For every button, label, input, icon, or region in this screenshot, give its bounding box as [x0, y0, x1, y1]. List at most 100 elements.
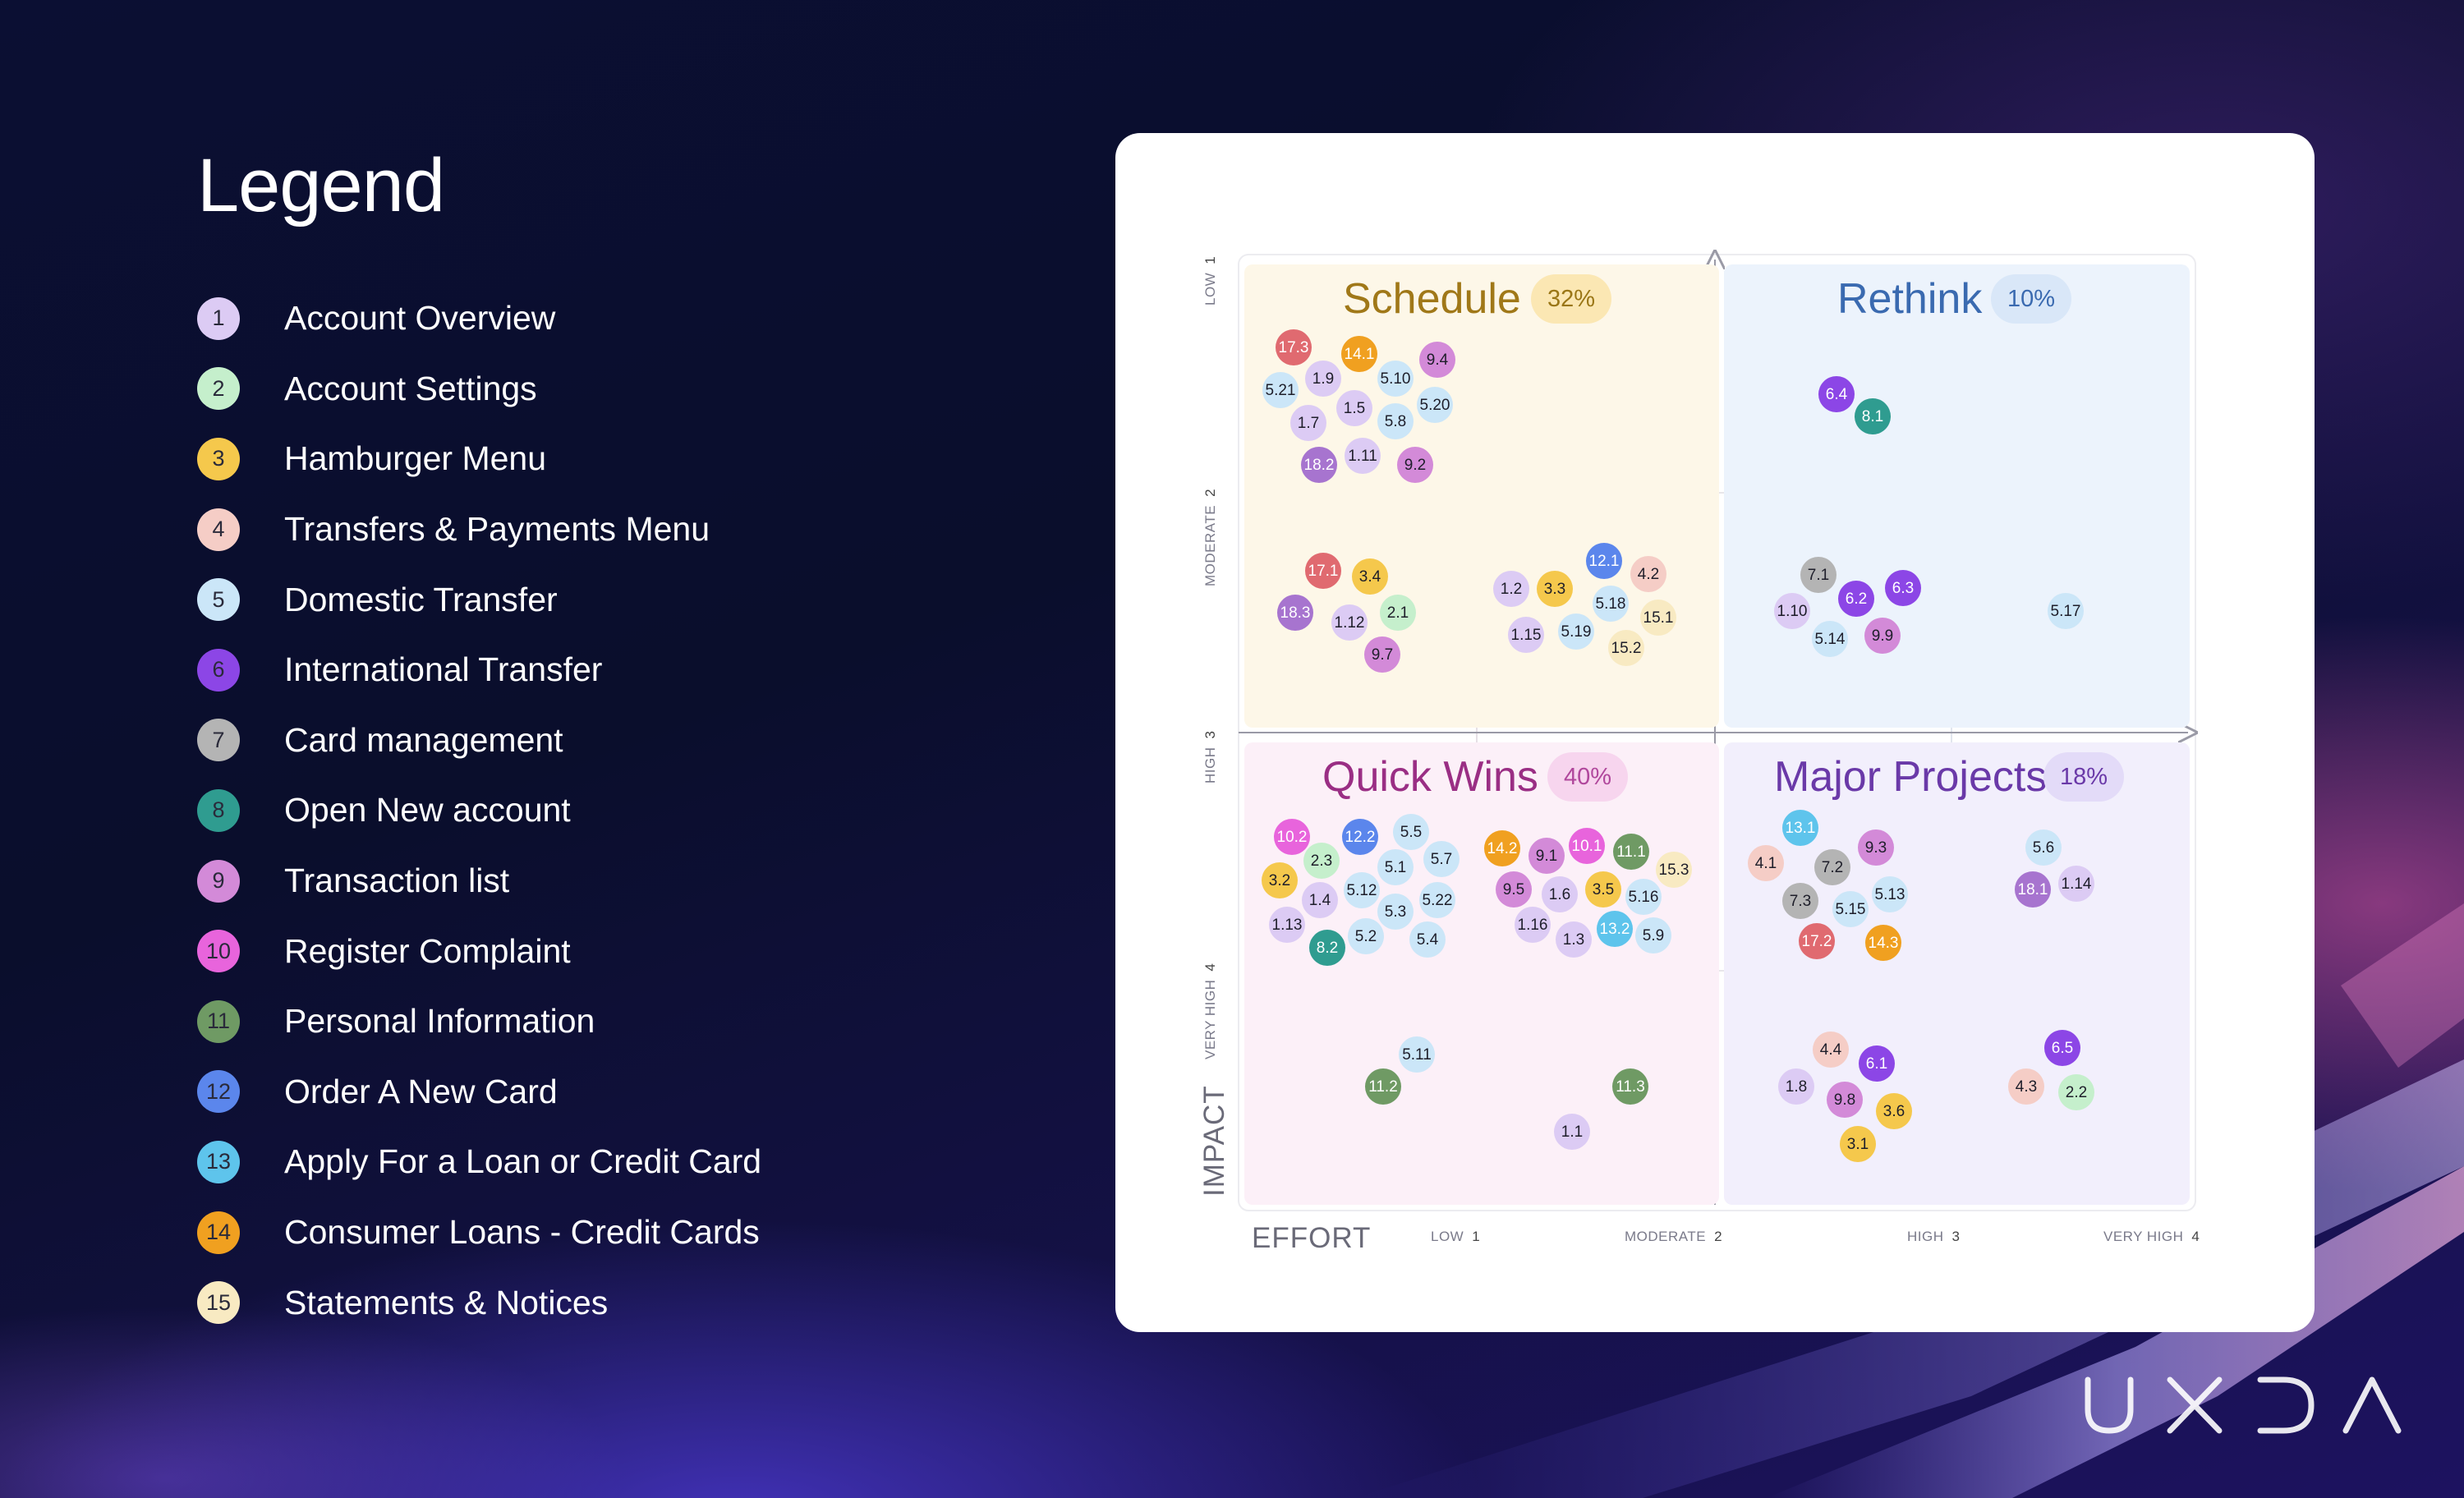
- matrix-item-bubble: 1.10: [1774, 593, 1810, 629]
- legend-label: Account Settings: [284, 369, 537, 407]
- matrix-item-bubble: 1.13: [1269, 907, 1305, 943]
- legend-item: 9 Transaction list: [197, 846, 761, 917]
- legend-label: Order A New Card: [284, 1072, 558, 1110]
- legend-item: 7 Card management: [197, 705, 761, 776]
- matrix-item-bubble: 5.16: [1625, 879, 1662, 915]
- matrix-item-bubble: 1.8: [1778, 1068, 1814, 1105]
- matrix-item-bubble: 1.3: [1556, 921, 1592, 958]
- matrix-item-bubble: 14.3: [1865, 925, 1901, 961]
- matrix-item-bubble: 13.2: [1597, 911, 1633, 947]
- matrix-item-bubble: 5.14: [1812, 621, 1848, 657]
- legend-item: 1 Account Overview: [197, 283, 761, 354]
- matrix-item-bubble: 17.1: [1305, 553, 1341, 589]
- matrix-item-bubble: 4.3: [2008, 1068, 2044, 1105]
- matrix-item-bubble: 5.5: [1393, 814, 1429, 850]
- matrix-item-bubble: 5.13: [1872, 876, 1908, 912]
- legend-number-badge: 9: [197, 859, 240, 903]
- matrix-item-bubble: 17.2: [1799, 923, 1835, 959]
- legend-item: 4 Transfers & Payments Menu: [197, 494, 761, 565]
- matrix-item-bubble: 5.8: [1377, 403, 1414, 439]
- y-axis-title: IMPACT: [1198, 1085, 1230, 1197]
- matrix-item-bubble: 4.4: [1813, 1032, 1849, 1068]
- matrix-item-bubble: 3.2: [1262, 862, 1298, 898]
- legend-number-badge: 13: [197, 1140, 240, 1183]
- matrix-item-bubble: 9.7: [1364, 636, 1400, 673]
- matrix-item-bubble: 5.12: [1344, 872, 1380, 908]
- y-tick-very-high: VERY HIGH4: [1202, 963, 1218, 1059]
- quick-wins-percent-badge: 40%: [1547, 752, 1629, 802]
- legend-label: International Transfer: [284, 650, 603, 689]
- matrix-item-bubble: 7.2: [1814, 849, 1850, 885]
- matrix-item-bubble: 5.22: [1419, 882, 1455, 918]
- matrix-item-bubble: 9.9: [1864, 618, 1901, 654]
- matrix-item-bubble: 11.3: [1612, 1068, 1648, 1105]
- legend-number-badge: 8: [197, 788, 240, 832]
- legend-item: 10 Register Complaint: [197, 916, 761, 986]
- rethink-title: Rethink: [1837, 275, 1983, 323]
- matrix-item-bubble: 1.5: [1336, 390, 1372, 426]
- matrix-item-bubble: 5.19: [1558, 613, 1594, 650]
- legend-label: Domestic Transfer: [284, 580, 558, 618]
- matrix-item-bubble: 9.4: [1419, 342, 1455, 378]
- legend-label: Register Complaint: [284, 931, 571, 970]
- matrix-item-bubble: 6.2: [1838, 581, 1874, 617]
- matrix-item-bubble: 8.1: [1855, 398, 1891, 434]
- matrix-item-bubble: 5.10: [1377, 361, 1414, 397]
- matrix-item-bubble: 1.1: [1554, 1114, 1590, 1150]
- matrix-item-bubble: 3.3: [1537, 571, 1573, 607]
- matrix-item-bubble: 5.15: [1832, 891, 1869, 927]
- matrix-item-bubble: 5.6: [2025, 829, 2062, 866]
- legend-label: Account Overview: [284, 299, 556, 338]
- legend-number-badge: 7: [197, 719, 240, 762]
- matrix-item-bubble: 1.4: [1302, 882, 1338, 918]
- legend-title: Legend: [197, 144, 445, 227]
- legend-number-badge: 12: [197, 1070, 240, 1114]
- matrix-item-bubble: 2.1: [1380, 595, 1416, 631]
- matrix-item-bubble: 1.2: [1493, 571, 1529, 607]
- legend-item: 2 Account Settings: [197, 354, 761, 425]
- matrix-item-bubble: 5.2: [1348, 918, 1384, 954]
- matrix-item-bubble: 9.1: [1529, 838, 1565, 874]
- matrix-item-bubble: 12.1: [1586, 543, 1622, 579]
- uxda-logo: [2085, 1376, 2402, 1434]
- matrix-item-bubble: 10.2: [1274, 819, 1310, 855]
- matrix-item-bubble: 1.14: [2058, 866, 2094, 902]
- schedule-percent-badge: 32%: [1531, 274, 1612, 324]
- priority-matrix-card: Schedule 32% Rethink 10% Quick Wins 40% …: [1115, 133, 2315, 1332]
- legend-number-badge: 10: [197, 930, 240, 973]
- legend-label: Hamburger Menu: [284, 439, 547, 478]
- x-tick-low: LOW 1: [1431, 1229, 1481, 1244]
- matrix-item-bubble: 4.2: [1630, 556, 1666, 592]
- matrix-item-bubble: 7.3: [1782, 883, 1818, 919]
- y-tick-moderate: MODERATE2: [1202, 488, 1218, 586]
- matrix-item-bubble: 9.5: [1496, 871, 1532, 908]
- matrix-item-bubble: 4.1: [1748, 845, 1784, 881]
- quadrant-quick-wins: [1244, 742, 1719, 1205]
- matrix-item-bubble: 1.12: [1331, 604, 1368, 641]
- legend-label: Statements & Notices: [284, 1283, 609, 1321]
- matrix-item-bubble: 1.16: [1515, 907, 1551, 943]
- matrix-item-bubble: 7.1: [1800, 557, 1837, 593]
- legend-number-badge: 14: [197, 1211, 240, 1254]
- matrix-item-bubble: 5.9: [1635, 917, 1671, 953]
- matrix-item-bubble: 12.2: [1342, 819, 1378, 855]
- matrix-item-bubble: 18.2: [1301, 447, 1337, 483]
- matrix-item-bubble: 6.1: [1859, 1045, 1895, 1082]
- matrix-item-bubble: 3.6: [1876, 1093, 1912, 1129]
- matrix-item-bubble: 18.3: [1277, 595, 1313, 631]
- legend-list: 1 Account Overview 2 Account Settings 3 Hambu…: [197, 283, 761, 1338]
- legend-item: 8 Open New account: [197, 775, 761, 846]
- matrix-item-bubble: 3.4: [1352, 558, 1388, 595]
- matrix-item-bubble: 17.3: [1276, 329, 1312, 365]
- matrix-item-bubble: 10.1: [1569, 828, 1605, 864]
- quadrant-rethink: [1724, 264, 2190, 728]
- legend-number-badge: 1: [197, 296, 240, 340]
- matrix-item-bubble: 14.1: [1341, 336, 1377, 372]
- quick-wins-title: Quick Wins: [1322, 753, 1538, 801]
- schedule-title: Schedule: [1343, 275, 1521, 323]
- y-tick-high: HIGH3: [1202, 730, 1218, 783]
- matrix-item-bubble: 2.3: [1303, 843, 1340, 879]
- matrix-item-bubble: 5.1: [1377, 849, 1414, 885]
- matrix-item-bubble: 2.2: [2058, 1074, 2094, 1110]
- legend-number-badge: 3: [197, 437, 240, 480]
